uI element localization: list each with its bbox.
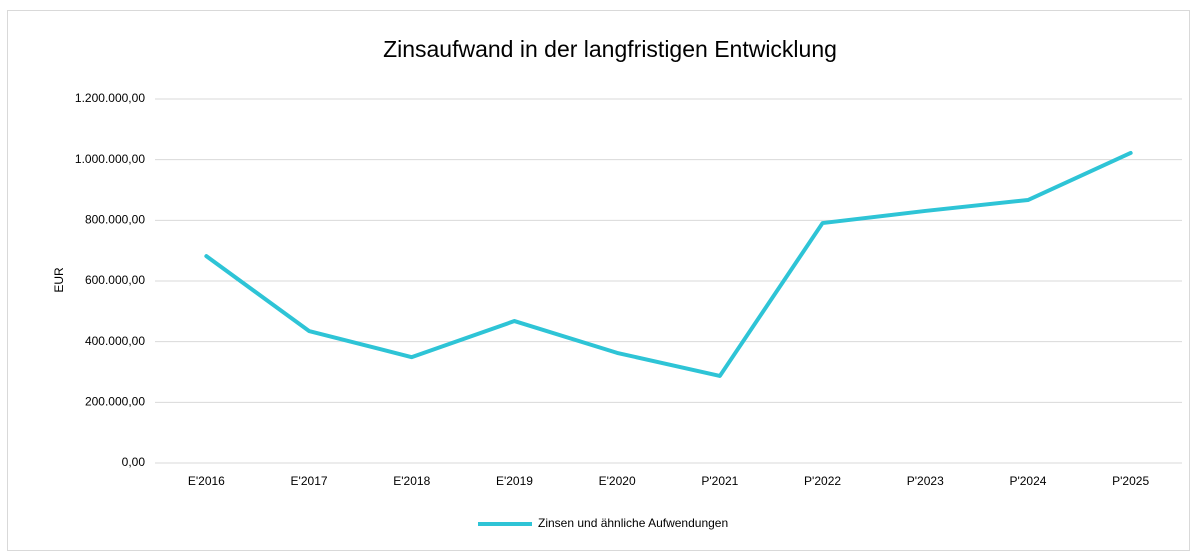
y-tick-label: 1.200.000,00 <box>75 91 145 105</box>
line <box>204 150 1133 378</box>
x-tick-label: E'2019 <box>496 474 533 488</box>
chart-title: Zinsaufwand in der langfristigen Entwick… <box>383 36 837 62</box>
y-tick-label: 0,00 <box>122 455 146 469</box>
y-tick-label: 600.000,00 <box>85 273 145 287</box>
x-tick-label: E'2016 <box>188 474 225 488</box>
y-axis-label: EUR <box>52 267 66 293</box>
x-tick-label: P'2025 <box>1112 474 1149 488</box>
x-tick-label: P'2021 <box>701 474 738 488</box>
y-tick-label: 200.000,00 <box>85 395 145 409</box>
x-tick-label: P'2022 <box>804 474 841 488</box>
x-tick-label: E'2017 <box>291 474 328 488</box>
y-tick-label: 800.000,00 <box>85 213 145 227</box>
x-tick-label: E'2018 <box>393 474 430 488</box>
x-tick-label: P'2024 <box>1009 474 1046 488</box>
y-tick-label: 400.000,00 <box>85 334 145 348</box>
x-tick-label: E'2020 <box>599 474 636 488</box>
x-tick-label: P'2023 <box>907 474 944 488</box>
legend-label: Zinsen und ähnliche Aufwendungen <box>538 516 728 530</box>
y-tick-label: 1.000.000,00 <box>75 152 145 166</box>
